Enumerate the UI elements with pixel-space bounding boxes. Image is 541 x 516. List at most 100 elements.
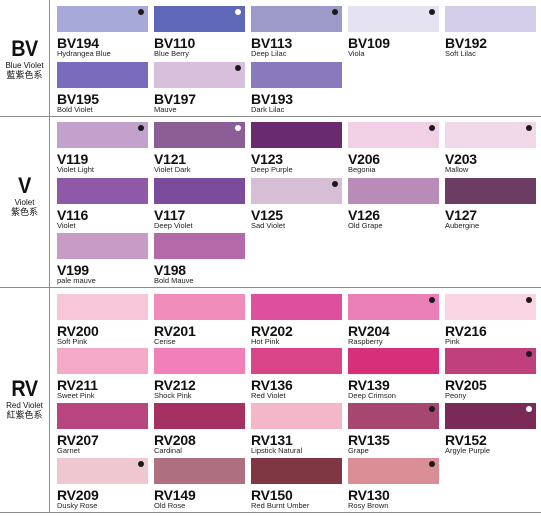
swatch-code: RV150	[251, 487, 293, 503]
swatch-name: Cerise	[154, 337, 176, 346]
section-divider	[0, 287, 541, 288]
swatch-color-block	[57, 458, 148, 484]
swatch-code: V199	[57, 262, 89, 278]
swatch-code: BV110	[154, 35, 196, 51]
swatch-color-block	[348, 458, 439, 484]
swatch-code: RV130	[348, 487, 390, 503]
color-swatch-v121: V121 Violet Dark	[154, 122, 245, 174]
swatch-code: RV200	[57, 323, 99, 339]
color-swatch-bv193: BV193 Dark Lilac	[251, 62, 342, 114]
swatch-code: V198	[154, 262, 186, 278]
swatch-name: Violet Dark	[154, 165, 191, 174]
swatch-name: Hot Pink	[251, 337, 280, 346]
marker-dot-icon	[429, 461, 435, 467]
swatch-code: BV193	[251, 91, 293, 107]
swatch-color-block	[348, 294, 439, 320]
swatch-code: V126	[348, 207, 380, 223]
marker-dot-icon	[526, 351, 532, 357]
swatch-name: Lipstick Natural	[251, 446, 303, 455]
swatch-name: Sad Violet	[251, 221, 286, 230]
swatch-name: Deep Lilac	[251, 49, 287, 58]
swatch-color-block	[251, 348, 342, 374]
swatch-code: RV152	[445, 432, 487, 448]
swatch-color-block	[348, 348, 439, 374]
swatch-color-block	[445, 178, 536, 204]
swatch-color-block	[57, 122, 148, 148]
swatch-color-block	[445, 6, 536, 32]
swatch-name: Sweet Pink	[57, 391, 95, 400]
swatch-color-block	[57, 233, 148, 259]
swatch-color-block	[154, 6, 245, 32]
swatch-name: Deep Crimson	[348, 391, 396, 400]
swatch-name: Begonia	[348, 165, 376, 174]
swatch-name: Raspberry	[348, 337, 383, 346]
swatch-name: Violet	[57, 221, 76, 230]
swatch-color-block	[251, 6, 342, 32]
swatch-code: V203	[445, 151, 477, 167]
label-column-divider	[49, 116, 50, 287]
swatch-name: pale mauve	[57, 276, 96, 285]
color-swatch-v117: V117 Deep Violet	[154, 178, 245, 230]
swatch-code: RV211	[57, 377, 98, 393]
marker-dot-icon	[138, 9, 144, 15]
color-swatch-rv207: RV207 Garnet	[57, 403, 148, 455]
swatch-code: V119	[57, 151, 89, 167]
group-chinese-name: 藍紫色系	[6, 70, 43, 80]
color-swatch-rv205: RV205 Peony	[445, 348, 536, 400]
swatch-color-block	[445, 122, 536, 148]
group-code: V	[18, 173, 31, 198]
marker-dot-icon	[429, 9, 435, 15]
swatch-color-block	[57, 403, 148, 429]
color-swatch-bv195: BV195 Bold Violet	[57, 62, 148, 114]
group-name: Blue Violet	[5, 61, 44, 70]
marker-dot-icon	[526, 297, 532, 303]
swatch-color-block	[348, 178, 439, 204]
swatch-color-block	[348, 403, 439, 429]
swatch-code: RV207	[57, 432, 99, 448]
marker-dot-icon	[235, 9, 241, 15]
swatch-color-block	[348, 6, 439, 32]
color-swatch-rv149: RV149 Old Rose	[154, 458, 245, 510]
swatch-code: RV209	[57, 487, 99, 503]
swatch-name: Dusky Rose	[57, 501, 98, 510]
swatch-name: Red Violet	[251, 391, 286, 400]
swatch-name: Violet Light	[57, 165, 94, 174]
marker-dot-icon	[429, 125, 435, 131]
color-swatch-v119: V119 Violet Light	[57, 122, 148, 174]
swatch-name: Soft Lilac	[445, 49, 476, 58]
swatch-color-block	[251, 122, 342, 148]
color-swatch-v203: V203 Mallow	[445, 122, 536, 174]
swatch-name: Aubergine	[445, 221, 480, 230]
color-swatch-v199: V199 pale mauve	[57, 233, 148, 285]
swatch-color-block	[154, 178, 245, 204]
swatch-name: Argyle Purple	[445, 446, 491, 455]
swatch-color-block	[154, 122, 245, 148]
section-divider	[0, 116, 541, 117]
swatch-code: V116	[57, 207, 89, 223]
swatch-color-block	[57, 348, 148, 374]
swatch-code: BV197	[154, 91, 196, 107]
color-swatch-rv136: RV136 Red Violet	[251, 348, 342, 400]
swatch-code: V206	[348, 151, 380, 167]
swatch-code: BV113	[251, 35, 293, 51]
marker-dot-icon	[235, 65, 241, 71]
swatch-name: Old Rose	[154, 501, 186, 510]
swatch-color-block	[57, 62, 148, 88]
swatch-code: RV136	[251, 377, 293, 393]
color-swatch-rv204: RV204 Raspberry	[348, 294, 439, 346]
color-swatch-rv152: RV152 Argyle Purple	[445, 403, 536, 455]
swatch-name: Deep Violet	[154, 221, 193, 230]
swatch-color-block	[154, 294, 245, 320]
label-column-divider	[49, 0, 50, 116]
group-name: Violet	[14, 198, 35, 207]
swatch-name: Rosy Brown	[348, 501, 389, 510]
swatch-color-block	[251, 458, 342, 484]
swatch-color-block	[57, 294, 148, 320]
color-swatch-v123: V123 Deep Purple	[251, 122, 342, 174]
color-swatch-rv212: RV212 Shock Pink	[154, 348, 245, 400]
swatch-code: V123	[251, 151, 283, 167]
swatch-code: BV192	[445, 35, 487, 51]
swatch-name: Peony	[445, 391, 467, 400]
color-swatch-v125: V125 Sad Violet	[251, 178, 342, 230]
swatch-code: RV202	[251, 323, 293, 339]
